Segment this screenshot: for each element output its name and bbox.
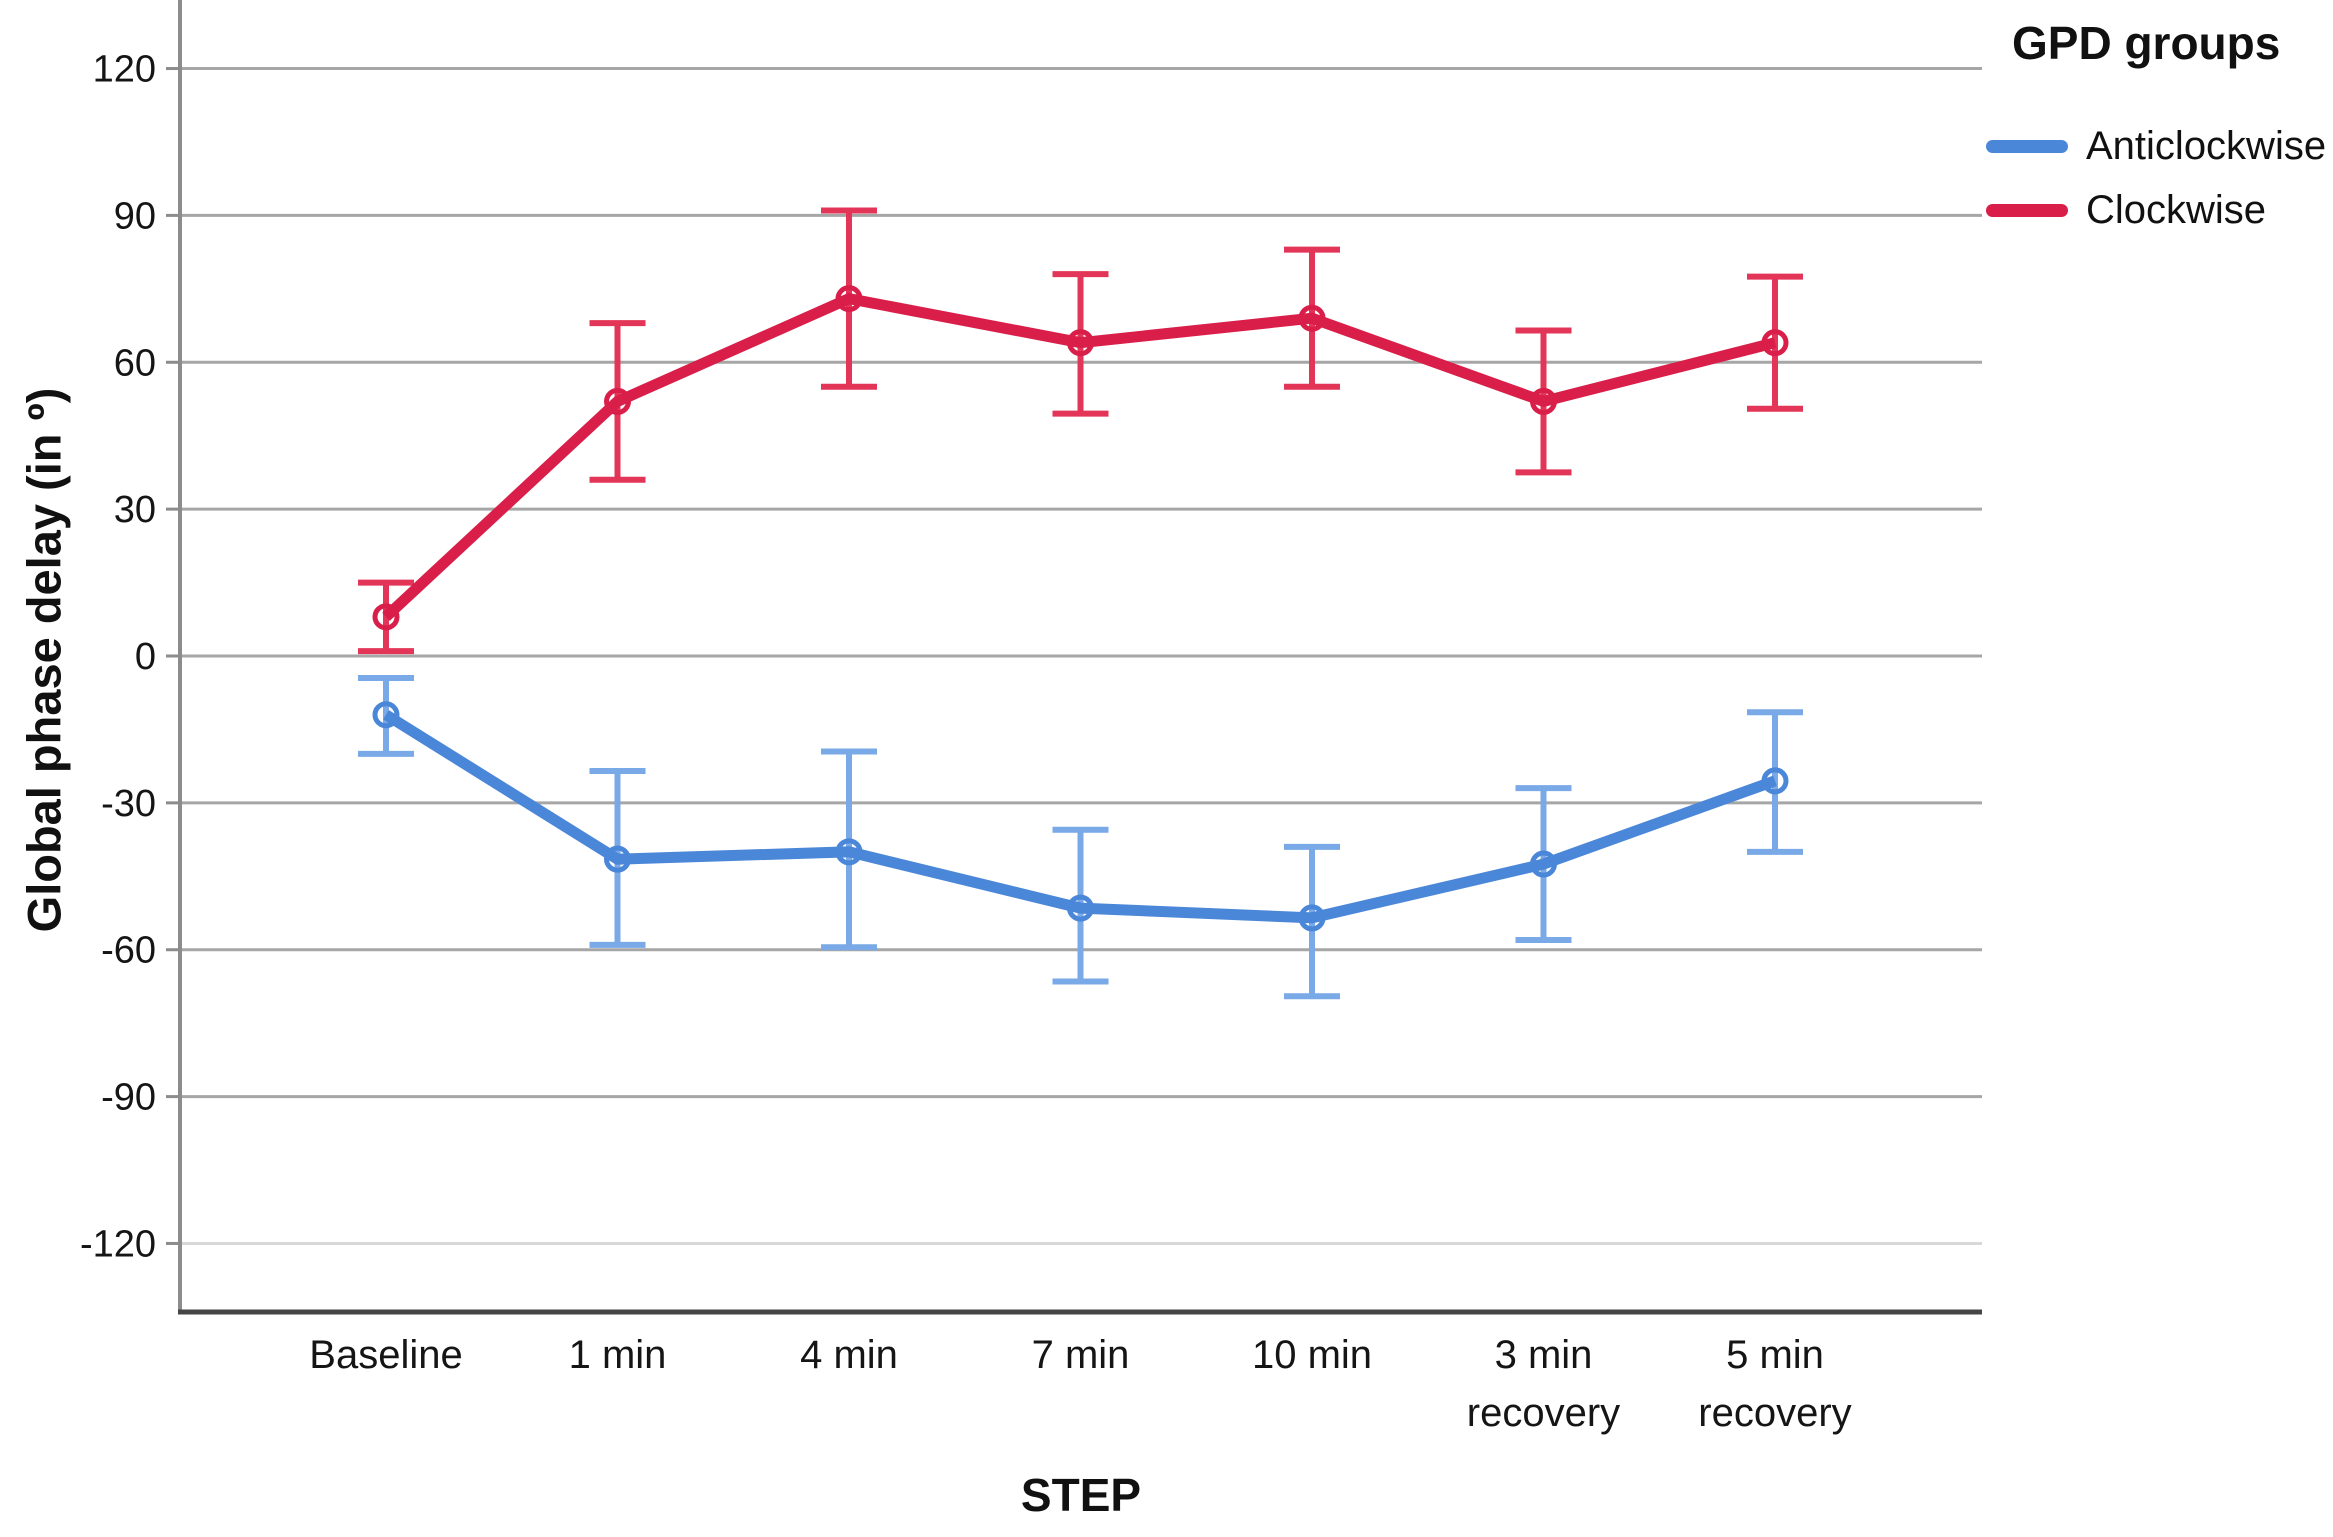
y-tick-label: -30 [101,783,156,825]
data-point-marker [1298,304,1326,332]
y-tick-label: 90 [114,195,156,237]
y-tick-label: 120 [93,49,156,91]
legend: GPD groups Anticlockwise Clockwise [1986,16,2333,242]
data-point-marker [1530,387,1557,415]
legend-title: GPD groups [2012,17,2281,69]
x-category-label: 1 min [569,1333,667,1377]
data-point-marker [604,845,631,873]
y-tick-label: 0 [135,636,156,678]
y-tick-label: -60 [101,930,156,972]
legend-swatch-icon [1986,203,2068,217]
series-line [383,710,1777,924]
x-category-label: Baseline [309,1333,462,1377]
y-tick-label: -90 [101,1077,156,1119]
x-category-label: 10 min [1252,1333,1372,1377]
legend-item-clockwise: Clockwise [1986,178,2333,242]
x-category-label: recovery [1467,1391,1620,1435]
data-point-marker [372,701,400,729]
y-tick-label: 30 [114,489,156,531]
series-line [382,292,1777,621]
x-axis-title: STEP [1020,1469,1142,1521]
data-point-marker [1067,894,1094,922]
x-category-label: recovery [1698,1391,1851,1435]
data-point-marker [835,285,863,313]
x-category-label: 3 min [1495,1333,1593,1377]
data-point-marker [1761,767,1789,795]
data-point-marker [1067,329,1094,357]
data-point-marker [604,387,631,415]
legend-item-label: Anticlockwise [2086,123,2327,168]
x-category-label: 7 min [1032,1333,1130,1377]
series-clockwise [358,207,1803,655]
legend-item-label: Clockwise [2086,187,2267,232]
y-tick-label: -120 [80,1223,156,1265]
legend-item-anticlockwise: Anticlockwise [1986,114,2333,178]
y-axis-title: Global phase delay (in º) [17,387,71,933]
data-point-marker [1298,904,1326,932]
legend-swatch-icon [1986,139,2068,153]
series-anticlockwise [358,675,1803,1000]
data-point-marker [835,838,863,866]
x-category-label: 5 min [1726,1333,1824,1377]
data-point-marker [1761,329,1789,357]
x-category-label: 4 min [800,1333,898,1377]
legend-items: Anticlockwise Clockwise [1986,114,2333,242]
y-tick-label: 60 [114,342,156,384]
data-point-marker [372,603,400,631]
data-point-marker [1530,850,1557,878]
